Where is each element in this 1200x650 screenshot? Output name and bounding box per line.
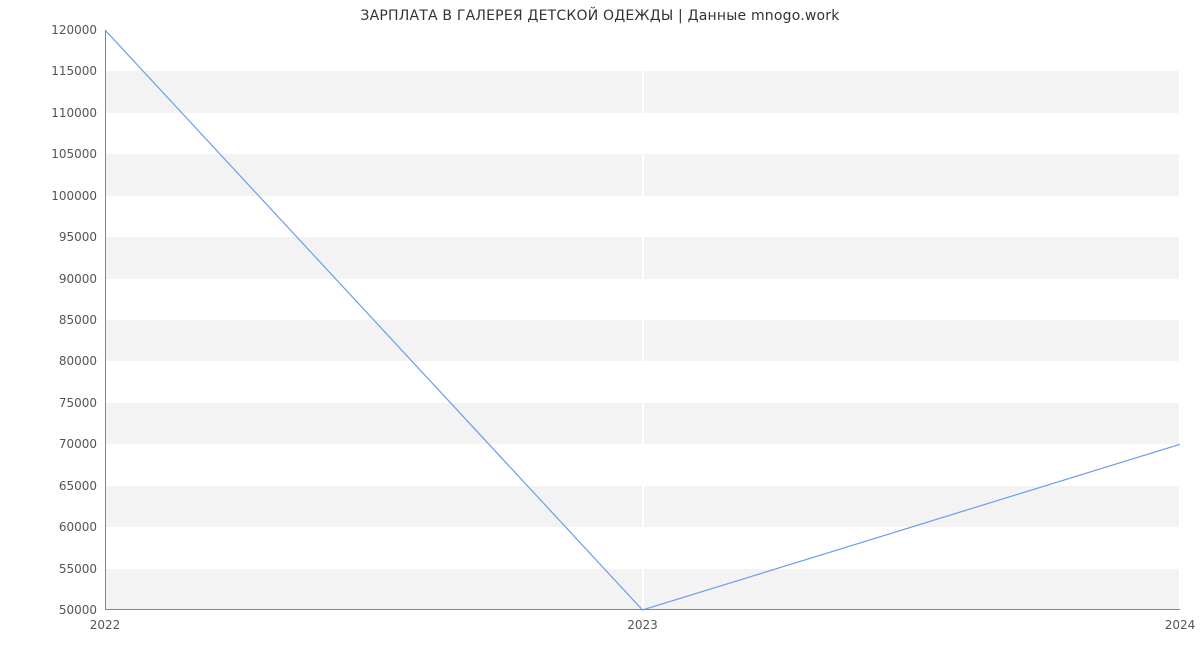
x-axis-line: [105, 609, 1180, 610]
y-tick-label: 120000: [51, 23, 105, 37]
y-tick-label: 95000: [59, 230, 105, 244]
y-tick-label: 60000: [59, 520, 105, 534]
x-tick-label: 2024: [1165, 610, 1196, 632]
y-tick-label: 115000: [51, 64, 105, 78]
salary-line-chart: ЗАРПЛАТА В ГАЛЕРЕЯ ДЕТСКОЙ ОДЕЖДЫ | Данн…: [0, 0, 1200, 650]
y-tick-label: 75000: [59, 396, 105, 410]
y-tick-label: 55000: [59, 562, 105, 576]
y-tick-label: 65000: [59, 479, 105, 493]
series-salary: [105, 30, 1180, 610]
y-tick-label: 105000: [51, 147, 105, 161]
chart-title: ЗАРПЛАТА В ГАЛЕРЕЯ ДЕТСКОЙ ОДЕЖДЫ | Данн…: [0, 8, 1200, 24]
line-layer: [105, 30, 1180, 610]
y-tick-label: 70000: [59, 437, 105, 451]
x-tick-label: 2022: [90, 610, 121, 632]
y-tick-label: 90000: [59, 272, 105, 286]
x-tick-label: 2023: [627, 610, 658, 632]
y-tick-label: 80000: [59, 354, 105, 368]
plot-area: 5000055000600006500070000750008000085000…: [105, 30, 1180, 610]
y-tick-label: 100000: [51, 189, 105, 203]
y-tick-label: 110000: [51, 106, 105, 120]
y-axis-line: [105, 30, 106, 610]
y-tick-label: 85000: [59, 313, 105, 327]
